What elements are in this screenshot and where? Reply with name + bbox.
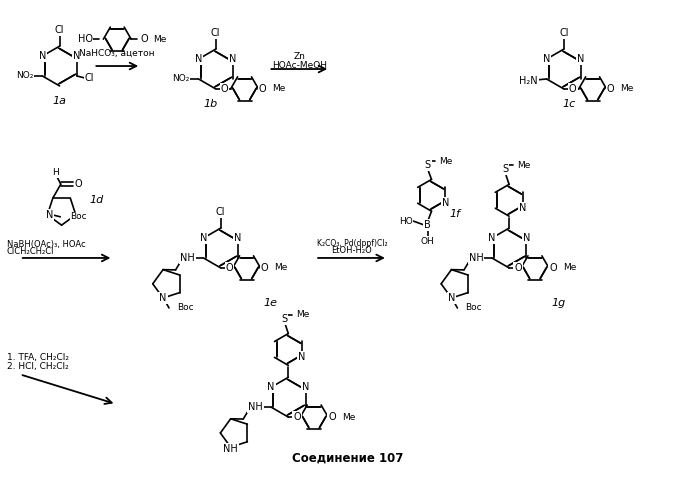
Text: N: N	[488, 233, 495, 243]
Text: OH: OH	[420, 236, 434, 246]
Text: O: O	[261, 263, 268, 273]
Text: S: S	[281, 314, 288, 324]
Text: NaBH(OAc)₃, HOAc: NaBH(OAc)₃, HOAc	[7, 240, 85, 248]
Text: N: N	[195, 54, 202, 64]
Text: O: O	[607, 84, 614, 94]
Text: N: N	[302, 382, 309, 392]
Text: N: N	[543, 54, 550, 64]
Text: Me: Me	[621, 84, 634, 94]
Text: Me: Me	[275, 264, 288, 272]
Text: Соединение 107: Соединение 107	[292, 452, 404, 465]
Text: O: O	[569, 84, 577, 94]
Text: NO₂: NO₂	[16, 72, 33, 80]
Text: O: O	[294, 412, 301, 422]
Text: Me: Me	[517, 161, 530, 170]
Text: N: N	[229, 54, 237, 64]
Text: H₂N: H₂N	[519, 76, 538, 86]
Text: N: N	[160, 293, 166, 303]
Text: N: N	[523, 233, 530, 243]
Text: 1d: 1d	[89, 196, 104, 205]
Text: K₂CO₃, Pd(dppf)Cl₂: K₂CO₃, Pd(dppf)Cl₂	[316, 238, 387, 248]
Text: 2. HCl, CH₂Cl₂: 2. HCl, CH₂Cl₂	[7, 362, 69, 371]
Text: Me: Me	[153, 34, 166, 43]
Text: O: O	[259, 84, 266, 94]
Text: NH: NH	[469, 253, 483, 263]
Text: HO: HO	[399, 216, 413, 226]
Text: Cl: Cl	[85, 73, 94, 83]
Text: O: O	[549, 263, 557, 273]
Text: 1e: 1e	[264, 298, 277, 308]
Text: Cl: Cl	[211, 28, 220, 38]
Text: NO₂: NO₂	[172, 74, 189, 84]
Text: 1a: 1a	[52, 96, 67, 106]
Text: Me: Me	[297, 310, 310, 319]
Text: Me: Me	[342, 412, 356, 422]
Text: N: N	[39, 51, 46, 61]
Text: N: N	[200, 233, 207, 243]
Text: S: S	[502, 164, 508, 174]
Text: NH: NH	[248, 402, 263, 412]
Text: O: O	[75, 179, 83, 189]
Text: O: O	[221, 84, 228, 94]
Text: N: N	[234, 233, 241, 243]
Text: 1. TFA, CH₂Cl₂: 1. TFA, CH₂Cl₂	[7, 353, 69, 362]
Text: B: B	[424, 220, 431, 230]
Text: 1b: 1b	[204, 99, 218, 109]
Text: N: N	[45, 210, 53, 220]
Text: N: N	[577, 54, 585, 64]
Text: N: N	[73, 51, 80, 61]
Text: O: O	[328, 412, 336, 422]
Text: O: O	[140, 34, 148, 44]
Text: Me: Me	[440, 157, 453, 166]
Text: H: H	[52, 168, 59, 177]
Text: Boc: Boc	[465, 304, 482, 312]
Text: 1g: 1g	[552, 298, 566, 308]
Text: N: N	[448, 293, 455, 303]
Text: Cl: Cl	[559, 28, 568, 38]
Text: N: N	[268, 382, 275, 392]
Text: S: S	[424, 160, 431, 170]
Text: Me: Me	[563, 264, 576, 272]
Text: 1f: 1f	[450, 209, 461, 219]
Text: Zn: Zn	[293, 52, 305, 60]
Text: O: O	[226, 263, 233, 273]
Text: N: N	[519, 203, 526, 213]
Text: Cl: Cl	[55, 25, 65, 35]
Text: N: N	[442, 198, 449, 208]
Text: NH: NH	[224, 444, 238, 454]
Text: HOAc-MeOH: HOAc-MeOH	[272, 60, 327, 70]
Text: EtOH-H₂O: EtOH-H₂O	[332, 246, 372, 256]
Text: O: O	[514, 263, 522, 273]
Text: Me: Me	[272, 84, 286, 94]
Text: Boc: Boc	[177, 304, 193, 312]
Text: Cl: Cl	[216, 207, 226, 217]
Text: 1c: 1c	[562, 99, 575, 109]
Text: ClCH₂CH₂Cl: ClCH₂CH₂Cl	[7, 248, 54, 256]
Text: NaHCO₃, ацетон: NaHCO₃, ацетон	[79, 48, 155, 58]
Text: HO: HO	[78, 34, 93, 44]
Text: Boc: Boc	[70, 212, 87, 222]
Text: N: N	[299, 352, 305, 362]
Text: NH: NH	[180, 253, 195, 263]
